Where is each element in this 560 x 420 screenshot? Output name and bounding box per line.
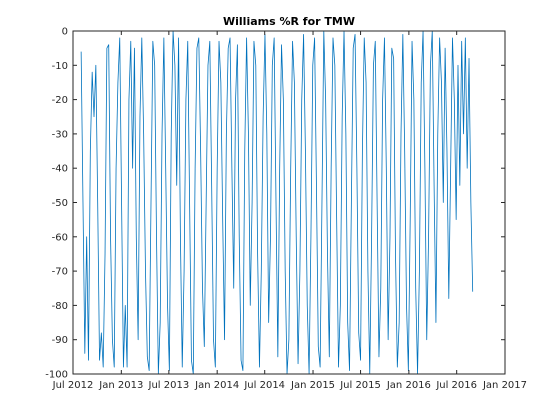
x-tick-label: Jan 2014 <box>194 380 239 391</box>
x-axis-ticks: Jul 2012 Jan 2013 Jul 2013 Jan 2014 Jul 2014… <box>52 31 527 391</box>
series-line-williams-r <box>80 30 474 375</box>
y-tick-label: -30 <box>52 129 68 140</box>
x-tick-label: Jul 2016 <box>435 380 477 391</box>
x-tick-label: Jul 2012 <box>52 380 94 391</box>
y-tick-label: -10 <box>52 61 68 72</box>
axes-box <box>72 30 506 375</box>
y-tick-label: 0 <box>62 27 68 38</box>
x-tick-label: Jul 2014 <box>243 380 285 391</box>
x-tick-label: Jul 2015 <box>339 380 381 391</box>
y-tick-label: -80 <box>52 301 68 312</box>
y-tick-label: -90 <box>52 335 68 346</box>
chart-title: Williams %R for TMW <box>223 15 355 28</box>
y-axis-ticks: 0 -10 -20 -30 -40 -50 -60 -70 -80 -90 -100 <box>45 27 505 381</box>
y-tick-label: -60 <box>52 232 68 243</box>
y-tick-label: -20 <box>52 95 68 106</box>
x-tick-label: Jan 2015 <box>290 380 335 391</box>
y-tick-label: -70 <box>52 267 68 278</box>
x-tick-label: Jan 2017 <box>482 380 527 391</box>
y-tick-label: -40 <box>52 164 68 175</box>
y-tick-label: -50 <box>52 198 68 209</box>
x-tick-label: Jan 2016 <box>386 380 431 391</box>
x-tick-label: Jul 2013 <box>148 380 190 391</box>
y-tick-label: -100 <box>45 370 68 381</box>
x-tick-label: Jan 2013 <box>98 380 143 391</box>
